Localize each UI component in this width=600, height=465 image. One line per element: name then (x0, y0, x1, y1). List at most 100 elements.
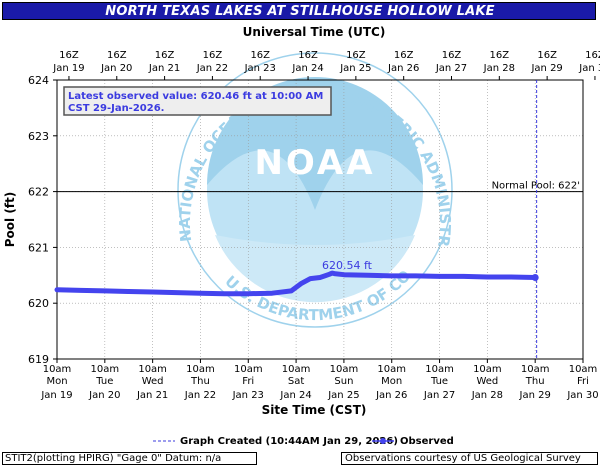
bottom-tick-label-date: Jan 29 (519, 390, 551, 401)
bottom-tick-label-day: Wed (142, 376, 164, 387)
observed-point (223, 292, 226, 295)
watermark-wave-shape (215, 235, 415, 303)
bottom-tick-label-day: Mon (46, 376, 67, 387)
latest-observed-marker (531, 274, 539, 282)
page-title: NORTH TEXAS LAKES AT STILLHOUSE HOLLOW L… (105, 4, 495, 19)
bottom-tick-label-day: Thu (525, 376, 545, 387)
y-tick-label: 622 (28, 186, 49, 199)
bottom-tick-label-day: Wed (476, 376, 498, 387)
bottom-tick-label-day: Mon (381, 376, 402, 387)
observed-point (330, 271, 334, 275)
bottom-tick-label-day: Tue (430, 376, 448, 387)
top-tick-label-date: Jan 19 (52, 63, 84, 74)
top-tick-label-date: Jan 22 (196, 63, 228, 74)
observed-point (175, 291, 178, 294)
bottom-tick-label-time: 10am (521, 364, 550, 375)
bottom-tick-label-date: Jan 25 (327, 390, 359, 401)
observed-point (323, 274, 326, 278)
top-axis-title: Universal Time (UTC) (243, 25, 386, 39)
bottom-tick-label-date: Jan 21 (136, 390, 168, 401)
observed-point (127, 290, 130, 293)
bottom-tick-label-date: Jan 23 (232, 390, 264, 401)
observed-point (79, 289, 83, 292)
top-tick-label-date: Jan 26 (387, 63, 419, 74)
y-tick-label: 620 (28, 297, 49, 310)
footer-credit-text: Observations courtesy of US Geological S… (345, 453, 581, 464)
observed-point (390, 274, 393, 278)
bottom-tick-label-time: 10am (330, 364, 359, 375)
legend-created-label: Graph Created (10:44AM Jan 29, 2026) (180, 436, 398, 447)
peak-value-label: 620.54 ft (322, 259, 373, 272)
bottom-tick-label-date: Jan 20 (88, 390, 120, 401)
bottom-tick-label-date: Jan 28 (471, 390, 503, 401)
observed-point (309, 277, 312, 280)
observed-point (342, 273, 346, 276)
top-tick-label-time: 16Z (490, 50, 510, 61)
bottom-tick-label-date: Jan 27 (423, 390, 455, 401)
legend-observed-marker (380, 438, 386, 444)
observed-point (333, 272, 336, 275)
top-tick-label-time: 16Z (585, 50, 600, 61)
bottom-tick-label-time: 10am (186, 364, 215, 375)
top-tick-label-date: Jan 30 (578, 63, 600, 74)
y-tick-label: 624 (28, 74, 49, 87)
bottom-tick-label-date: Jan 19 (40, 390, 72, 401)
title-bar: NORTH TEXAS LAKES AT STILLHOUSE HOLLOW L… (0, 0, 600, 22)
observed-point (151, 290, 154, 294)
bottom-tick-label-day: Thu (190, 376, 210, 387)
bottom-tick-label-date: Jan 26 (375, 390, 407, 401)
bottom-tick-label-day: Tue (95, 376, 113, 387)
observed-point (247, 292, 250, 295)
top-tick-label-date: Jan 21 (148, 63, 180, 74)
footer-datum: STIT2(plotting HPIRG) "Gage 0" Datum: n/… (2, 452, 257, 465)
y-tick-label: 623 (28, 130, 49, 143)
bottom-tick-label-time: 10am (473, 364, 502, 375)
bottom-tick-label-time: 10am (91, 364, 120, 375)
bottom-tick-label-time: 10am (569, 364, 598, 375)
observed-point (462, 275, 465, 278)
top-tick-label-time: 16Z (298, 50, 318, 61)
top-tick-label-date: Jan 28 (483, 63, 515, 74)
observed-point (486, 275, 489, 279)
bottom-tick-label-date: Jan 22 (184, 390, 216, 401)
top-tick-label-date: Jan 29 (530, 63, 562, 74)
top-tick-label-date: Jan 24 (291, 63, 323, 74)
top-tick-label-time: 16Z (537, 50, 557, 61)
footer-datum-text: STIT2(plotting HPIRG) "Gage 0" Datum: n/… (5, 453, 222, 464)
latest-value-line1: Latest observed value: 620.46 ft at 10:0… (68, 91, 323, 102)
observed-point (270, 291, 274, 295)
observed-point (290, 289, 293, 293)
y-tick-label: 621 (28, 241, 49, 254)
top-tick-label-time: 16Z (250, 50, 270, 61)
bottom-tick-label-date: Jan 24 (279, 390, 311, 401)
observed-point (414, 274, 417, 278)
observed-point (438, 275, 441, 278)
legend-observed-label: Observed (400, 436, 454, 447)
footer-credit: Observations courtesy of US Geological S… (341, 452, 598, 465)
bottom-tick-label-day: Fri (242, 376, 254, 387)
top-tick-label-date: Jan 25 (339, 63, 371, 74)
top-tick-label-time: 16Z (346, 50, 366, 61)
top-tick-label-time: 16Z (107, 50, 127, 61)
top-tick-label-date: Jan 23 (244, 63, 276, 74)
watermark-logo-text: NOAA (254, 143, 375, 183)
top-tick-label-time: 16Z (203, 50, 223, 61)
latest-value-line2: CST 29-Jan-2026. (68, 103, 164, 114)
plot-frame (56, 79, 584, 360)
bottom-tick-label-date: Jan 30 (566, 390, 598, 401)
top-tick-label-time: 16Z (155, 50, 175, 61)
latest-value-box (63, 86, 332, 116)
top-tick-label-date: Jan 20 (100, 63, 132, 74)
bottom-tick-label-day: Fri (577, 376, 589, 387)
bottom-tick-label-time: 10am (282, 364, 311, 375)
bottom-tick-label-time: 10am (425, 364, 454, 375)
bottom-tick-label-time: 10am (138, 364, 167, 375)
observed-point (103, 289, 107, 293)
bottom-tick-label-time: 10am (234, 364, 263, 375)
observed-point (199, 291, 202, 295)
bottom-tick-label-time: 10am (377, 364, 406, 375)
top-tick-label-time: 16Z (394, 50, 414, 61)
title-box: NORTH TEXAS LAKES AT STILLHOUSE HOLLOW L… (2, 2, 596, 20)
